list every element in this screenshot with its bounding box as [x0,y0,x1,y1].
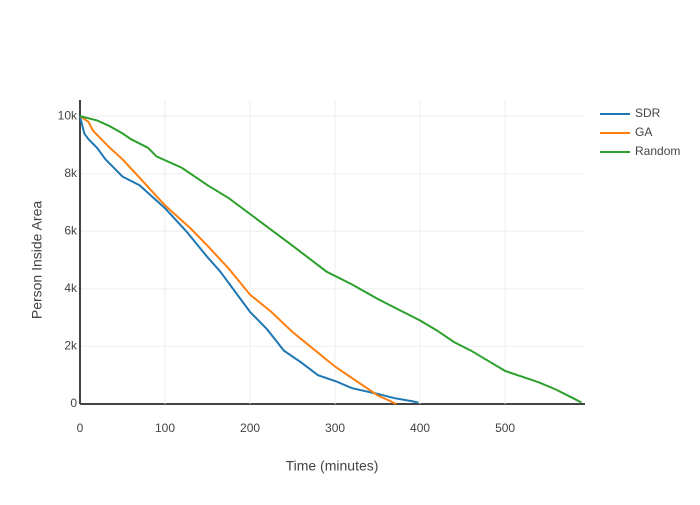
x-tick-label: 0 [77,421,84,435]
legend-label: SDR [635,106,661,120]
legend-label: Random [635,144,680,158]
y-tick-label: 2k [64,339,78,353]
x-tick-label: 300 [325,421,345,435]
x-axis-title: Time (minutes) [286,458,379,474]
y-tick-label: 6k [64,223,78,237]
x-tick-label: 100 [155,421,175,435]
y-tick-label: 4k [64,281,78,295]
x-tick-label: 500 [495,421,515,435]
legend-label: GA [635,125,652,139]
series-line [79,115,583,404]
y-tick-label: 0 [70,396,77,410]
series-line [79,115,419,404]
x-tick-label: 400 [410,421,430,435]
y-tick-label: 8k [64,166,78,180]
y-tick-label: 10k [58,108,78,122]
y-axis-title: Person Inside Area [29,201,45,320]
x-tick-label: 200 [240,421,260,435]
series-line [79,115,397,405]
